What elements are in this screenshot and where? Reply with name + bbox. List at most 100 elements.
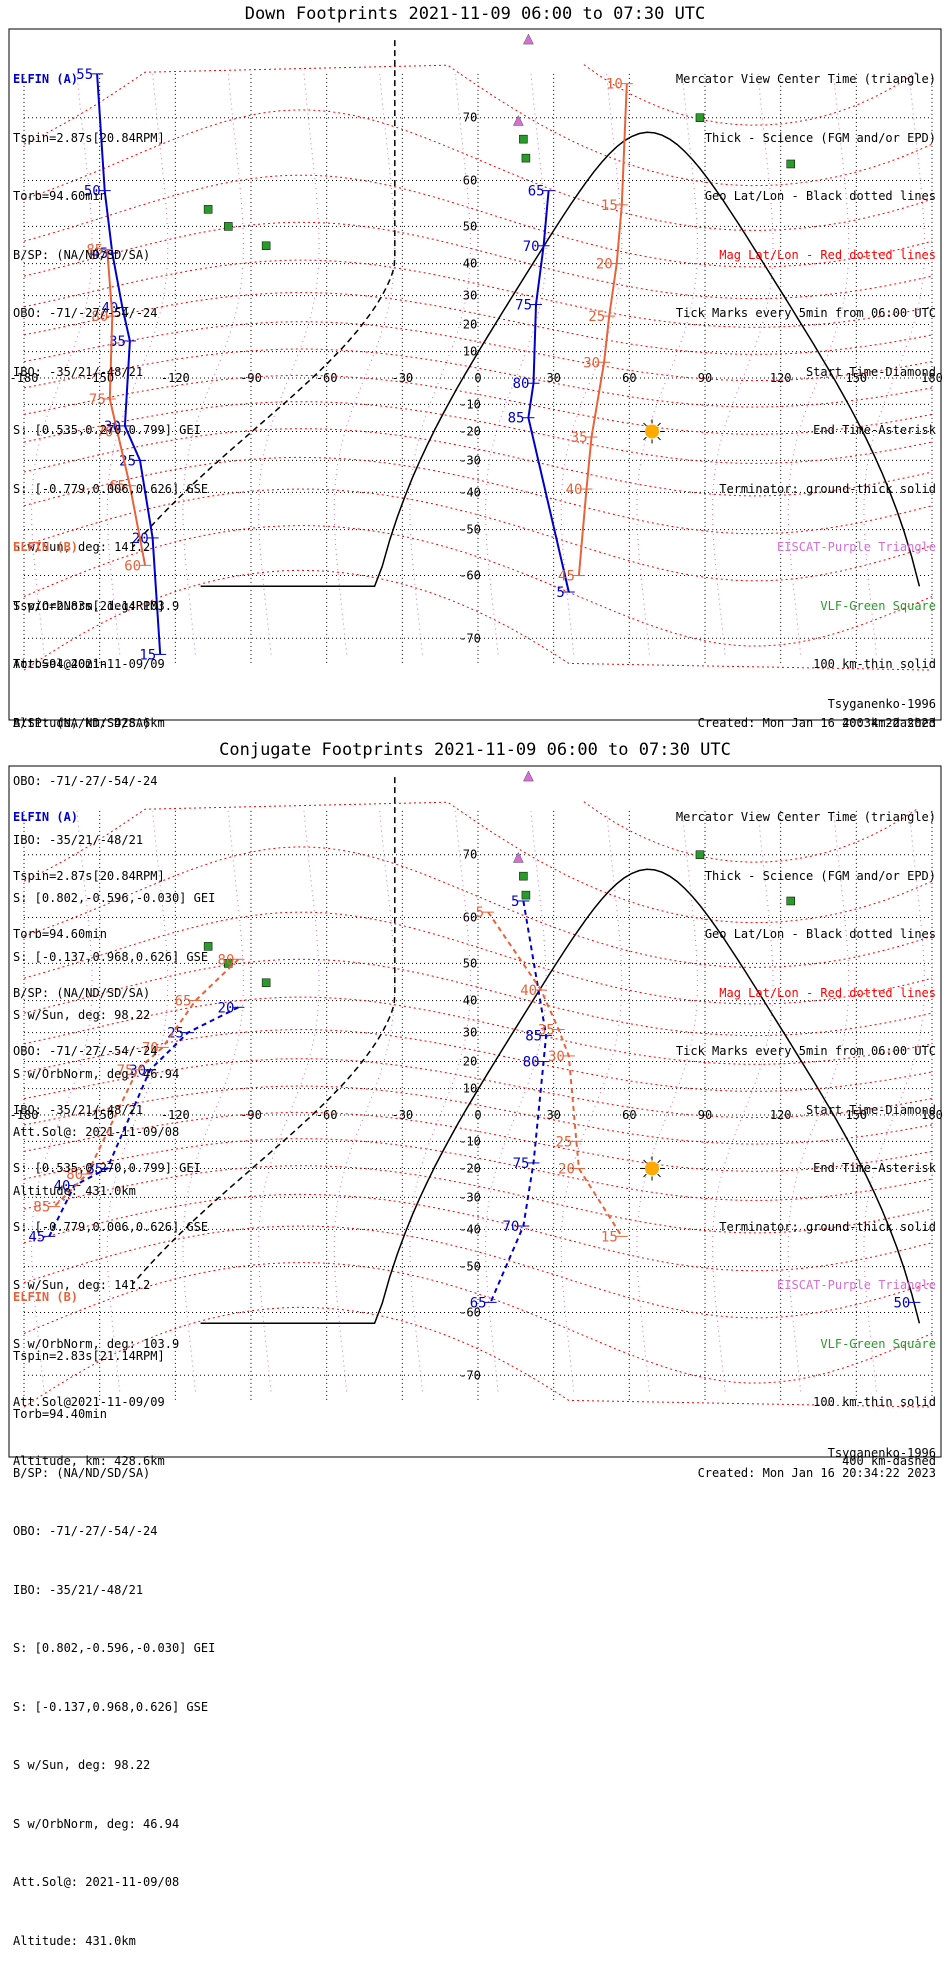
lat-tick-label: 30 [463, 289, 477, 303]
mag-meridian [106, 810, 169, 1392]
legend-item: Mag Lat/Lon - Red dotted lines [719, 247, 936, 262]
lon-tick-label: 30 [546, 1108, 560, 1122]
info-line: S w/OrbNorm, deg: 46.94 [13, 1816, 180, 1831]
tick-label: 50 [84, 184, 101, 200]
legend-item: Terminator: ground-thick solid [719, 481, 936, 496]
lat-tick-label: 10 [463, 1082, 477, 1096]
legend-item: VLF-Green Square [820, 598, 936, 613]
legend-item: Mercator View Center Time (triangle) [675, 72, 936, 86]
lon-tick-label: 0 [474, 371, 481, 385]
tick-label: 50 [893, 1295, 910, 1311]
tick-label: 60 [124, 558, 141, 574]
legend-item: 100 km-thin solid [813, 657, 936, 671]
mag-meridian [333, 73, 396, 655]
tick-label: 40 [520, 983, 537, 999]
info-line: Torb=94.40min [13, 1407, 107, 1421]
terminator-400km [132, 40, 396, 548]
mag-meridian [560, 810, 623, 1392]
info-line: Tspin=2.87s[20.84RPM] [13, 868, 165, 883]
legend-item: Thick - Science (FGM and/or EPD) [704, 130, 936, 145]
sun-ray [657, 436, 661, 441]
vlf-square-icon [695, 850, 705, 859]
vlf-square-icon [519, 871, 528, 881]
legend-item: End Time-Asterisk [813, 423, 936, 437]
lat-tick-label: 20 [463, 1055, 477, 1069]
mag-parallel [23, 1193, 933, 1272]
vlf-square-icon [786, 896, 796, 906]
tick-label: 55 [76, 67, 93, 83]
tick-label: 40 [54, 1179, 71, 1195]
tick-label: 15 [601, 1229, 618, 1245]
tick-label: 65 [109, 479, 126, 495]
info-line: Tspin=2.83s[21.14RPM] [13, 1348, 165, 1363]
lat-tick-label: -30 [459, 453, 481, 467]
tick-label: 65 [528, 184, 545, 200]
tick-label: 80 [513, 376, 530, 392]
info-line: Altitude, km: 428.6km [13, 715, 165, 730]
legend: Mercator View Center Time (triangle) Thi… [676, 31, 936, 753]
lon-tick-label: -150 [85, 1108, 114, 1122]
info-line: IBO: -35/21/-48/21 [13, 1582, 144, 1597]
tick-label: 70 [96, 424, 113, 440]
tick-label: 85 [525, 1029, 542, 1045]
legend-item: EISCAT-Purple Triangle [777, 1278, 936, 1292]
eiscat-triangle-icon [512, 851, 524, 863]
lat-tick-label: -60 [459, 1306, 481, 1320]
tick-label: 85 [86, 242, 103, 258]
lon-tick-label: 90 [698, 1108, 712, 1122]
info-line: Att.Sol@2021-11-09/09 [13, 657, 165, 671]
created-label: Created: Mon Jan 16 20:34:22 2023 [697, 716, 936, 730]
eiscat-triangle-icon [523, 33, 534, 45]
legend-item: Terminator: ground-thick solid [719, 1219, 936, 1234]
lat-tick-label: -70 [459, 1368, 481, 1382]
mag-parallel [23, 456, 933, 535]
lat-tick-label: -20 [459, 1161, 481, 1175]
info-line: Att.Sol@2021-11-09/09 [13, 1395, 165, 1409]
tick-label: 35 [109, 334, 126, 350]
elfin-b-info: ELFIN (B) Tspin=2.83s[21.14RPM] Torb=94.… [13, 1249, 215, 1971]
info-line: OBO: -71/-27/-54/-24 [13, 774, 158, 788]
lon-tick-label: -30 [391, 1108, 413, 1122]
info-line: S: [-0.779,0.006,0.626] GSE [13, 1219, 209, 1234]
lat-tick-label: 30 [463, 1026, 477, 1040]
tick-label: 15 [601, 198, 618, 214]
mag-meridian [787, 73, 850, 655]
legend-item: Start Time-Diamond [805, 364, 936, 379]
tick-label: 5 [556, 585, 564, 601]
tick-label: 70 [523, 239, 540, 255]
vlf-square-icon [224, 222, 233, 231]
tick-label: 75 [89, 392, 106, 408]
mag-meridian [409, 73, 471, 655]
tick-label: 75 [513, 1156, 530, 1172]
sat-name: ELFIN (B) [13, 540, 79, 554]
sun-ray [657, 1173, 661, 1178]
vlf-square-icon [203, 942, 213, 951]
tick-label: 65 [175, 994, 192, 1010]
mag-parallel [23, 1165, 933, 1234]
info-line: OBO: -71/-27/-54/-24 [13, 1524, 158, 1538]
elfin-a-info: ELFIN (A) Tspin=2.87s[20.84RPM] Torb=94.… [13, 31, 208, 753]
mag-parallel [583, 64, 918, 126]
lon-tick-label: 30 [546, 371, 560, 385]
mag-meridian [106, 73, 169, 655]
lon-tick-label: -60 [316, 371, 338, 385]
info-line: Altitude: 431.0km [13, 1183, 136, 1198]
lon-tick-label: -120 [161, 371, 190, 385]
panel-frame [8, 28, 942, 721]
lat-tick-label: -60 [459, 569, 481, 583]
legend-item: Geo Lat/Lon - Black dotted lines [704, 927, 936, 941]
mag-parallel [23, 1306, 933, 1408]
elfin-b-track [487, 911, 623, 1237]
lon-tick-label: -30 [391, 371, 413, 385]
mag-meridian [712, 73, 774, 655]
vlf-square-icon [695, 113, 705, 122]
info-line: S w/Sun, deg: 98.22 [13, 1758, 151, 1772]
info-line: Torb=94.60min [13, 189, 107, 203]
info-line: Tspin=2.87s[20.84RPM] [13, 130, 165, 145]
mag-parallel [23, 996, 933, 1065]
elfin-a-track [48, 1006, 239, 1237]
lat-tick-label: -30 [459, 1190, 481, 1204]
lat-tick-label: 70 [463, 848, 477, 862]
legend-item: Start Time-Diamond [805, 1102, 936, 1117]
mag-meridian [333, 810, 396, 1392]
